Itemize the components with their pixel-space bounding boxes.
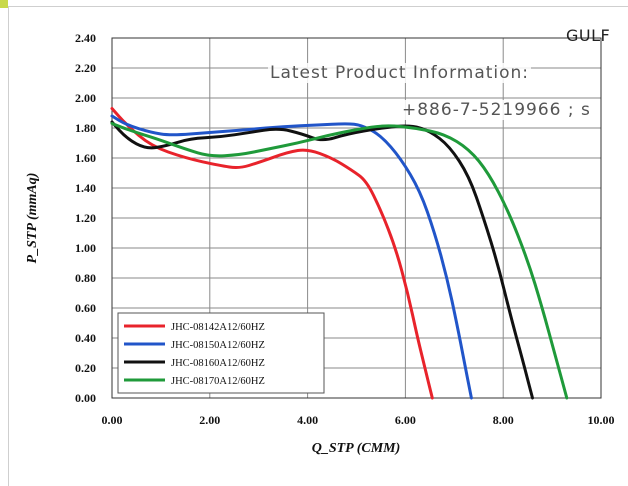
y-tick-label: 1.00: [75, 241, 96, 255]
y-tick-label: 1.20: [75, 211, 96, 225]
phone-overlay[interactable]: +886-7-5219966 ; s: [400, 100, 593, 120]
series-line-2: [110, 114, 473, 400]
series-lines: [110, 107, 569, 400]
x-tick-labels: 0.00 2.00 4.00 6.00 8.00 10.00: [102, 413, 615, 427]
y-tick-label: 0.00: [75, 391, 96, 405]
product-info-overlay[interactable]: Latest Product Information:: [268, 63, 532, 83]
y-tick-label: 2.00: [75, 91, 96, 105]
plot-border: [111, 37, 602, 399]
y-tick-label: 2.20: [75, 61, 96, 75]
x-axis-title: Q_STP (CMM): [312, 441, 401, 456]
y-tick-label: 0.60: [75, 301, 96, 315]
y-tick-label: 0.20: [75, 361, 96, 375]
x-tick-label: 2.00: [199, 413, 220, 427]
y-tick-label: 1.60: [75, 151, 96, 165]
legend-label-4: JHC-08170A12/60HZ: [171, 376, 265, 387]
image-frame: [8, 6, 628, 486]
series-line-1: [110, 107, 434, 400]
x-tick-label: 0.00: [102, 413, 123, 427]
y-tick-label: 0.40: [75, 331, 96, 345]
legend: JHC-08142A12/60HZ JHC-08150A12/60HZ JHC-…: [117, 312, 325, 394]
legend-label-2: JHC-08150A12/60HZ: [171, 340, 265, 351]
series-line-4: [110, 122, 569, 400]
legend-label-1: JHC-08142A12/60HZ: [171, 322, 265, 333]
x-tick-label: 8.00: [493, 413, 514, 427]
y-tick-labels: 0.00 0.20 0.40 0.60 0.80 1.00 1.20 1.40 1.60 1.80…: [75, 31, 96, 405]
y-tick-label: 0.80: [75, 271, 96, 285]
corner-mark: [0, 0, 8, 8]
y-tick-label: 2.40: [75, 31, 96, 45]
x-tick-label: 6.00: [395, 413, 416, 427]
y-tick-label: 1.40: [75, 181, 96, 195]
y-axis-title: P_STP (mmAq): [25, 173, 40, 264]
y-tick-label: 1.80: [75, 121, 96, 135]
legend-label-3: JHC-08160A12/60HZ: [171, 358, 265, 369]
brand-overlay-text: GULF: [566, 26, 611, 45]
x-tick-label: 10.00: [588, 413, 615, 427]
x-tick-label: 4.00: [297, 413, 318, 427]
series-line-3: [110, 120, 534, 400]
